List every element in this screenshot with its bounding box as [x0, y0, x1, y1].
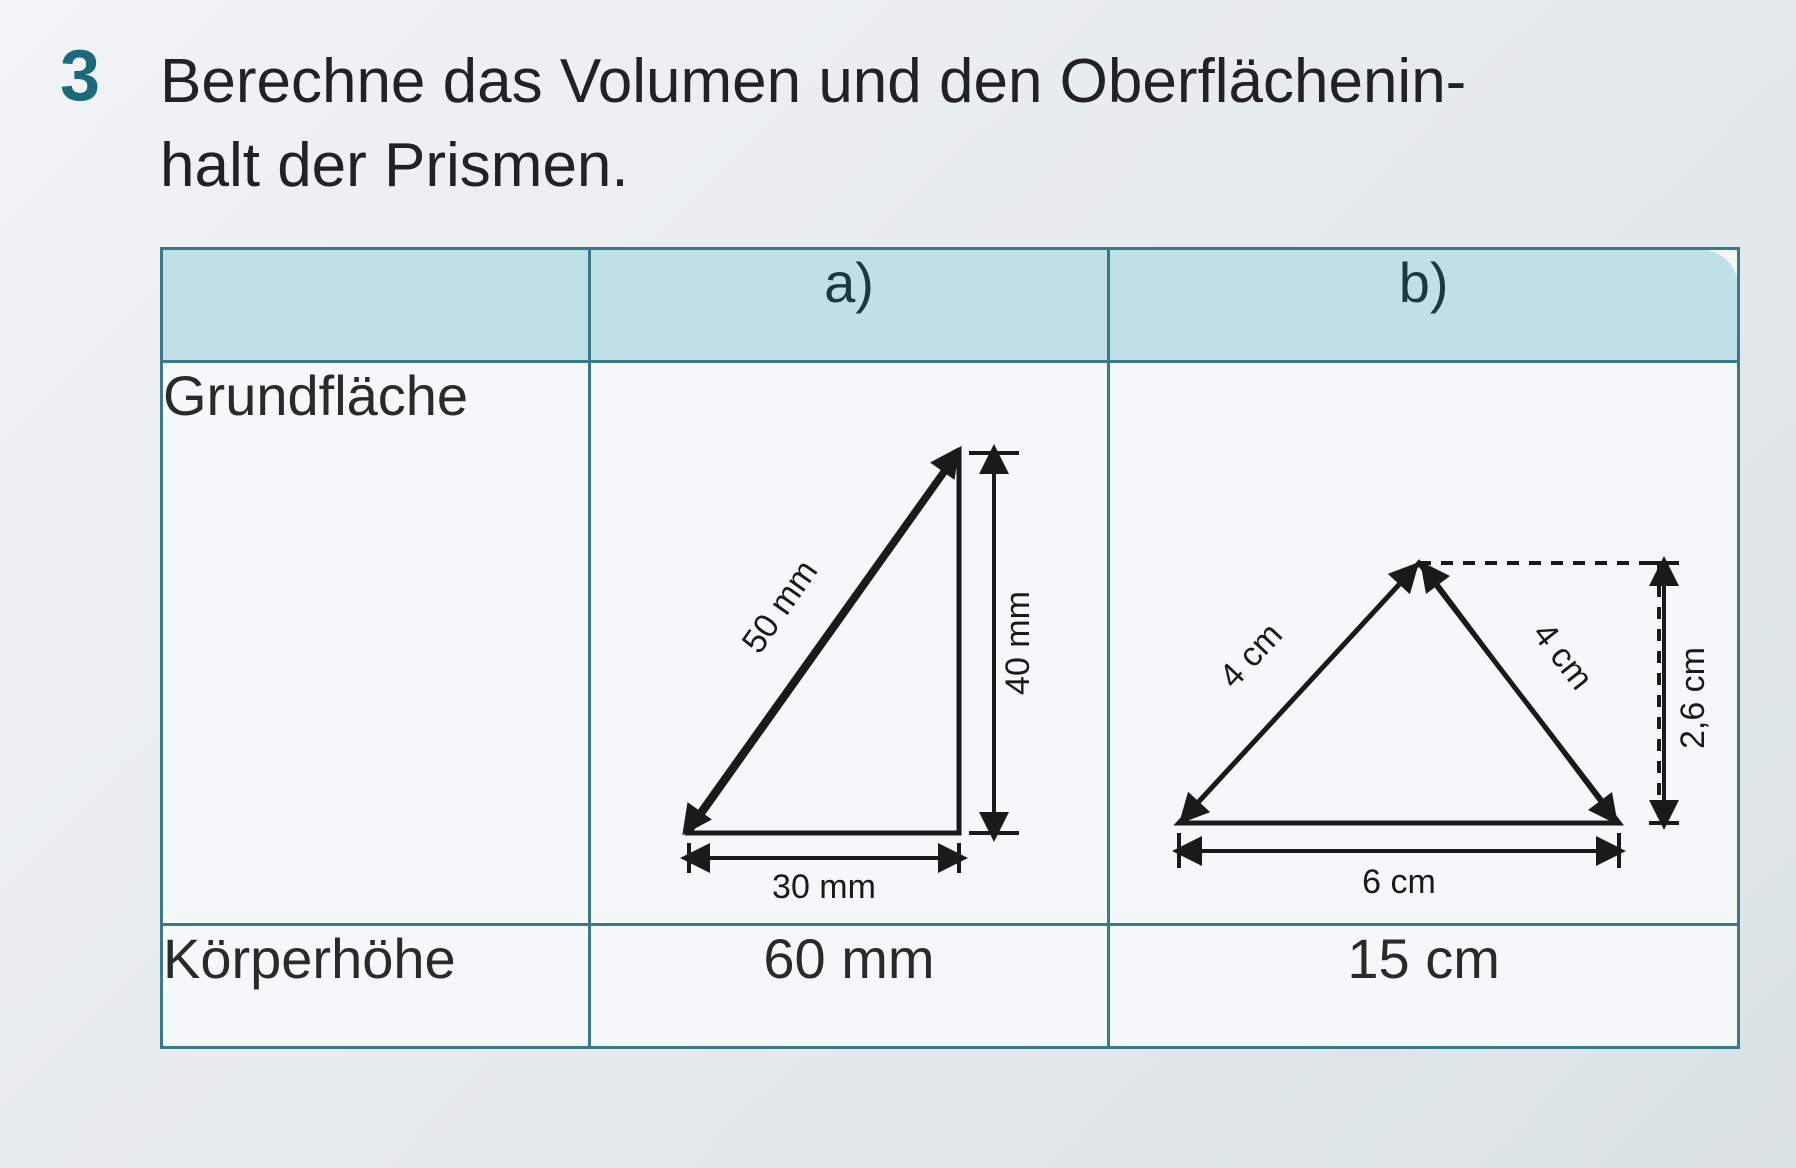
triangle-b — [1179, 563, 1619, 823]
label-height-a: 40 mm — [999, 591, 1037, 695]
question-text: Berechne das Volumen und den Oberflächen… — [160, 40, 1466, 207]
figure-b-svg: 2,6 cm 6 cm 4 cm 4 cm — [1119, 363, 1729, 903]
figure-b-cell: 2,6 cm 6 cm 4 cm 4 cm — [1109, 362, 1739, 925]
height-b: 15 cm — [1109, 925, 1739, 1048]
height-a: 60 mm — [589, 925, 1109, 1048]
label-left-b: 4 cm — [1212, 616, 1290, 696]
triangle-a — [689, 453, 959, 833]
label-koerperhoehe: Körperhöhe — [162, 925, 590, 1048]
label-base-a: 30 mm — [772, 868, 876, 903]
figure-a-svg: 30 mm 40 mm 50 mm — [599, 363, 1099, 903]
label-base-b: 6 cm — [1362, 863, 1436, 901]
label-right-b: 4 cm — [1525, 616, 1600, 697]
label-hyp-a: 50 mm — [735, 554, 826, 661]
prisms-table: a) b) Grundfläche — [160, 247, 1740, 1049]
label-height-b: 2,6 cm — [1674, 647, 1712, 749]
header-blank — [162, 249, 590, 362]
row-grundflaeche: Grundfläche — [162, 362, 1739, 925]
header-col-b: b) — [1109, 249, 1739, 362]
figure-a-cell: 30 mm 40 mm 50 mm — [589, 362, 1109, 925]
header-col-a: a) — [589, 249, 1109, 362]
question-number: 3 — [60, 40, 120, 112]
label-grundflaeche: Grundfläche — [162, 362, 590, 925]
table-header-row: a) b) — [162, 249, 1739, 362]
page: 3 Berechne das Volumen und den Oberfläch… — [0, 0, 1796, 1168]
row-koerperhoehe: Körperhöhe 60 mm 15 cm — [162, 925, 1739, 1048]
question-block: 3 Berechne das Volumen und den Oberfläch… — [60, 40, 1736, 207]
